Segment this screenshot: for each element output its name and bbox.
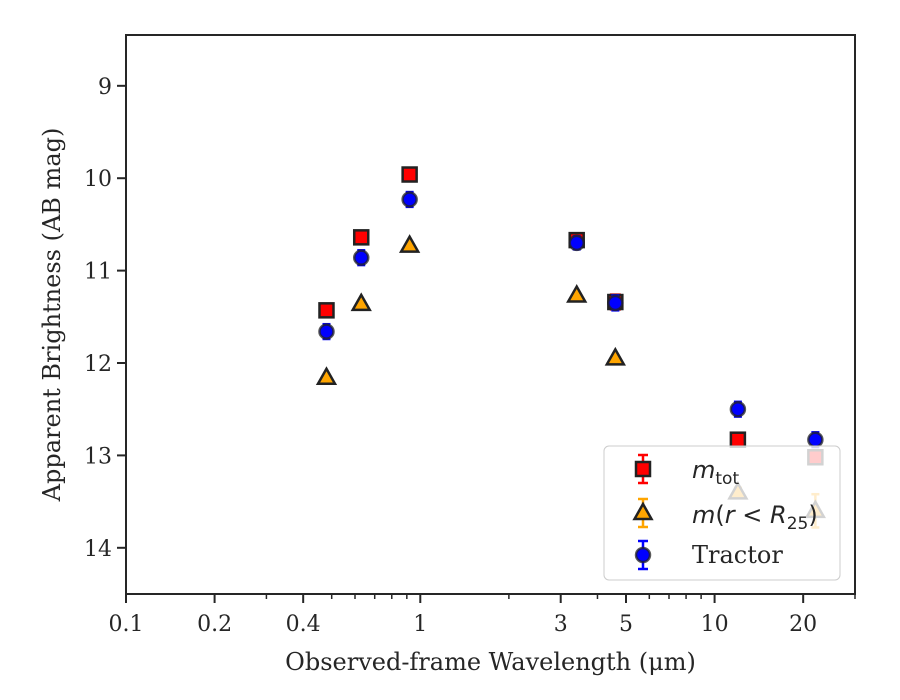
x-tick-label: 1 [413, 612, 427, 637]
data-point-triangle [350, 292, 372, 312]
plot-frame [125, 34, 856, 595]
data-point-triangle [398, 234, 421, 253]
legend: mtot m(r < R25) Tractor [603, 445, 841, 581]
data-point-square [729, 431, 747, 448]
data-point-square [318, 302, 335, 319]
data-point-circle [807, 431, 824, 448]
x-tick-label: 5 [619, 612, 633, 637]
data-point-circle [607, 294, 624, 312]
x-tick-label: 20 [789, 612, 817, 637]
x-axis-label: Observed-frame Wavelength (μm) [285, 648, 696, 676]
y-tick-label: 12 [84, 352, 112, 377]
y-tick-label: 9 [98, 75, 112, 100]
y-axis-label: Apparent Brightness (AB mag) [38, 128, 66, 503]
x-tick-label: 10 [701, 612, 729, 637]
y-tick-label: 13 [84, 444, 112, 469]
x-tick-label: 0.4 [286, 612, 321, 637]
legend-marker-circle [634, 546, 652, 564]
data-point-circle [352, 249, 370, 266]
legend-marker-square [634, 460, 652, 478]
y-tick-label: 10 [84, 167, 112, 192]
series-square [318, 166, 824, 466]
x-tick-label: 0.2 [197, 612, 232, 637]
data-point-triangle [566, 284, 588, 303]
series-circle [318, 190, 824, 449]
data-point-triangle [315, 366, 338, 386]
data-point-square [352, 229, 370, 246]
legend-label-tractor: Tractor [692, 541, 783, 569]
legend-box [603, 445, 841, 581]
y-tick-label: 11 [84, 260, 112, 285]
data-point-circle [568, 234, 585, 252]
data-point-circle [729, 400, 747, 418]
data-point-triangle [604, 346, 626, 366]
x-tick-label: 3 [554, 612, 568, 637]
x-tick-label: 0.1 [109, 612, 144, 637]
legend-marker-triangle [632, 501, 654, 521]
y-tick-label: 14 [84, 537, 112, 562]
data-point-square [401, 166, 418, 183]
data-point-circle [318, 323, 335, 340]
data-point-circle [401, 191, 418, 208]
